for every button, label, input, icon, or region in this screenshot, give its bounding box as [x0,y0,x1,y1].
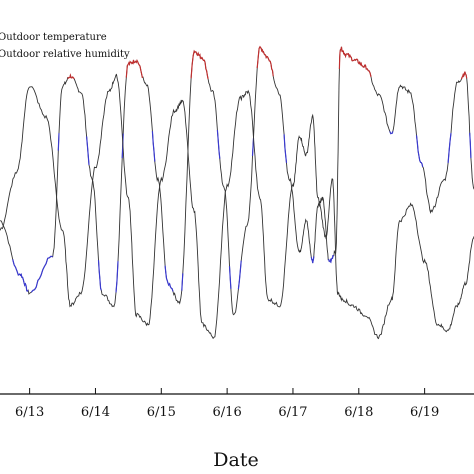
series-highlight-segment [237,260,242,290]
series-highlight-segment [30,255,53,293]
x-tick-label: 6/18 [344,405,373,420]
series-highlight-segment [115,261,119,293]
legend-label-temperature: Outdoor temperature [0,32,107,43]
x-axis-title: Date [213,449,258,471]
series-highlight-segment [447,133,452,163]
series-highlight-segment [228,266,232,289]
series-highlight-segment [256,45,274,77]
series-highlight-segment [57,133,60,151]
x-axis-ticks: 6/13 6/14 6/15 6/16 6/17 6/18 6/19 [15,388,439,420]
series-highlight-segment [310,256,315,264]
series-highlight-segment [389,131,394,135]
series-highlight-segment [181,273,184,291]
x-tick-label: 6/14 [81,405,110,420]
series-highlight-segment [216,130,221,159]
x-tick-label: 6/15 [147,405,176,420]
series-highlight-segment [164,265,174,292]
legend-label-humidity: Outdoor relative humidity [0,49,130,60]
legend: Outdoor temperature Outdoor relative hum… [0,32,130,60]
x-tick-label: 6/19 [410,405,439,420]
series-highlight-segment [338,46,372,77]
series-highlight-segment [190,49,209,80]
series-highlight-segment [151,131,156,162]
series-highlight-segment [12,259,29,292]
series-highlight-segment [283,134,288,163]
x-tick-label: 6/16 [213,405,242,420]
series-highlight-segment [97,260,102,291]
series-highlight-segment [328,254,335,264]
series-highlight-segment [86,136,90,165]
x-tick-label: 6/17 [278,405,307,420]
plot-area [0,45,474,340]
series-highlight-segment [67,73,75,80]
series-line-humidity [0,73,474,340]
series-highlight-segment [125,59,144,79]
series-highlight-segment [460,71,468,80]
series-highlight-segment [415,135,424,168]
x-tick-label: 6/13 [15,405,44,420]
series-highlight-segment [469,132,472,159]
